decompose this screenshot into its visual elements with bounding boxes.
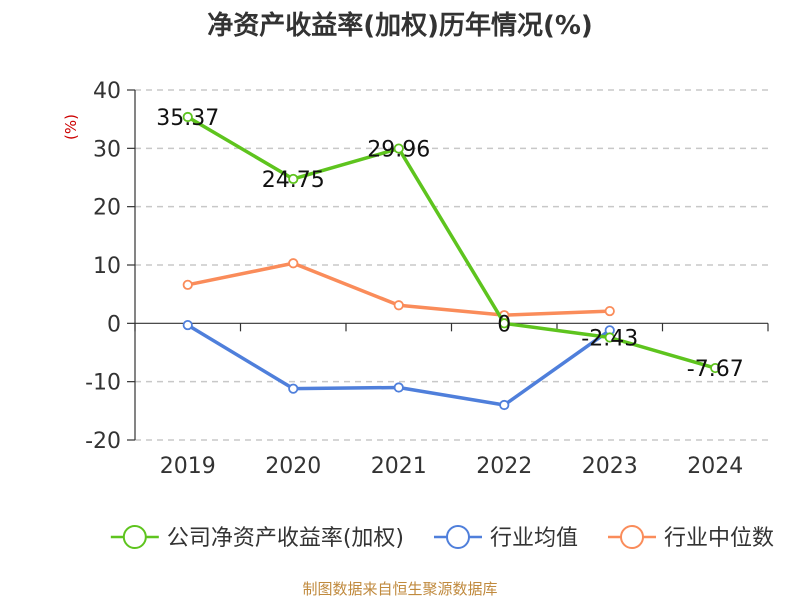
data-point[interactable] [288,383,299,394]
data-point[interactable] [288,173,299,185]
data-label: -7.67 [687,357,744,382]
y-tick-label: 10 [93,254,121,279]
data-point[interactable] [710,362,721,374]
source-note: 制图数据来自恒生聚源数据库 [302,580,497,598]
x-tick-label: 2024 [687,454,743,479]
x-tick-label: 2021 [371,454,427,479]
series-line [186,323,612,407]
legend-label: 行业均值 [490,526,578,551]
y-axis-label: (%) [62,114,80,140]
data-point[interactable] [182,111,193,123]
y-tick-label: 40 [93,79,121,104]
chart-title: 净资产收益率(加权)历年情况(%) [207,10,593,41]
data-point[interactable] [604,305,615,317]
legend-circle-icon [620,525,645,549]
data-point[interactable] [393,382,404,393]
data-point[interactable] [393,143,404,154]
legend-item[interactable]: 行业均值 [433,525,578,551]
legend-item[interactable]: 公司净资产收益率(加权) [110,525,404,551]
y-tick-label: 30 [93,137,121,162]
data-label: 29.96 [367,138,430,163]
series-lines [182,111,721,411]
y-tick-label: 20 [93,196,121,221]
data-point[interactable] [499,399,510,411]
legend-circle-icon [122,525,147,549]
y-tick-label: -10 [85,371,121,396]
legend[interactable]: 公司净资产收益率(加权) 行业均值 行业中位数 [110,525,774,551]
x-tick-label: 2022 [476,454,532,479]
data-labels: 35.37 24.75 29.96 0 -2.43 -7.67 [156,106,743,382]
legend-label: 公司净资产收益率(加权) [167,526,404,551]
data-point[interactable] [604,332,615,343]
legend-item[interactable]: 行业中位数 [608,525,774,551]
data-point[interactable] [393,300,404,311]
legend-circle-icon [445,525,470,549]
x-tick-label: 2023 [582,454,638,479]
data-label: 0 [497,312,511,337]
data-point[interactable] [182,319,193,331]
y-tick-label: 0 [107,312,121,337]
axes: 40 30 20 10 0 -10 -20 2019 2020 2021 2022 2023 2024 [85,79,769,479]
data-label: -2.43 [581,327,638,352]
data-point[interactable] [288,258,299,269]
x-tick-label: 2019 [160,454,216,479]
data-point[interactable] [182,279,193,290]
data-label: 24.75 [262,168,325,193]
x-tick-label: 2020 [265,454,321,479]
data-label: 35.37 [156,106,219,131]
data-point[interactable] [499,318,510,329]
series-line [186,115,717,370]
y-tick-label: -20 [85,429,121,454]
legend-label: 行业中位数 [664,526,774,551]
